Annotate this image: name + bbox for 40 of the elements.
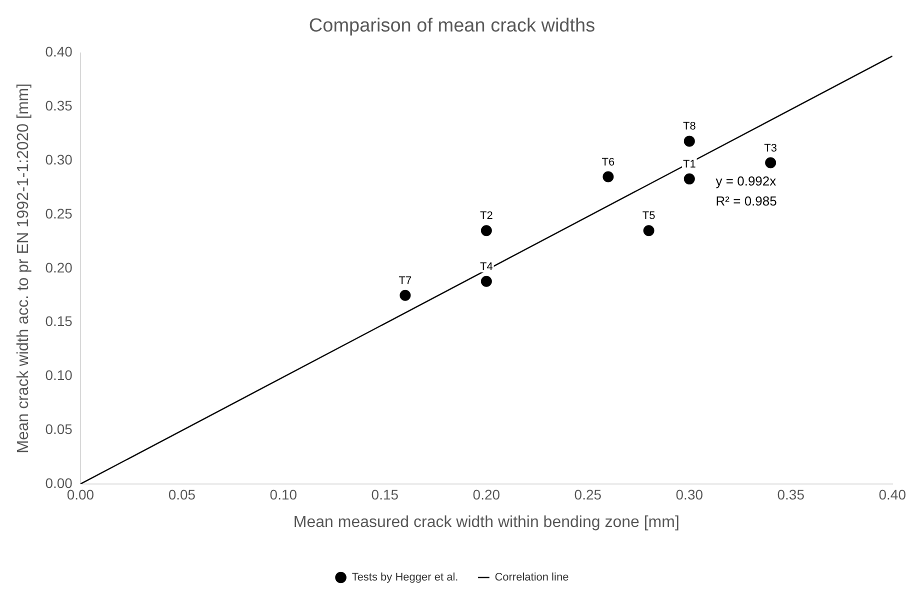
point — [643, 225, 654, 236]
annotation: R² = 0.985 — [716, 194, 777, 209]
legend-label: Tests by Hegger et al. — [352, 572, 458, 584]
point — [602, 171, 614, 182]
x-tick-label: 0.20 — [472, 486, 500, 502]
x-axis-title: Mean measured crack width within bending zone [mm] — [293, 514, 680, 531]
y-tick-label: 0.40 — [45, 44, 73, 60]
point — [400, 290, 411, 301]
point — [480, 225, 492, 236]
x-tick-label: 0.30 — [676, 486, 704, 502]
x-tick-label: 0.40 — [878, 486, 906, 502]
y-tick-label: 0.35 — [45, 98, 73, 114]
y-tick-label: 0.20 — [45, 259, 73, 276]
y-tick-label: 0.05 — [45, 420, 73, 437]
y-tick-label: 0.30 — [45, 151, 73, 168]
y-tick-label: 0.00 — [45, 474, 73, 491]
point — [684, 173, 695, 184]
y-tick-label: 0.10 — [45, 367, 73, 384]
data-label: T7 — [398, 274, 412, 287]
y-axis-title: Mean crack width acc. to pr EN 1992-1-1:2020 [mm] — [15, 83, 32, 454]
x-tick-label: 0.35 — [777, 486, 805, 502]
x-tick-label: 0.10 — [270, 486, 298, 502]
point — [765, 157, 776, 168]
data-label: T3 — [764, 142, 778, 154]
x-tick-label: 0.15 — [371, 486, 399, 502]
annotation: y = 0.992x — [716, 174, 777, 189]
chart-title: Comparison of mean crack widths — [308, 16, 596, 37]
y-tick-label: 0.25 — [45, 205, 73, 222]
y-tick-label: 0.15 — [45, 313, 73, 330]
data-label: T5 — [642, 210, 656, 222]
data-label: T8 — [682, 120, 696, 133]
data-label: T1 — [682, 158, 696, 170]
data-label: T2 — [480, 210, 493, 222]
point — [684, 136, 695, 147]
point — [480, 276, 492, 287]
x-tick-label: 0.25 — [574, 486, 602, 502]
x-tick-label: 0.05 — [168, 486, 196, 502]
data-label: T6 — [602, 156, 615, 168]
data-label: T4 — [480, 260, 493, 273]
legend-label: Correlation line — [494, 572, 569, 584]
